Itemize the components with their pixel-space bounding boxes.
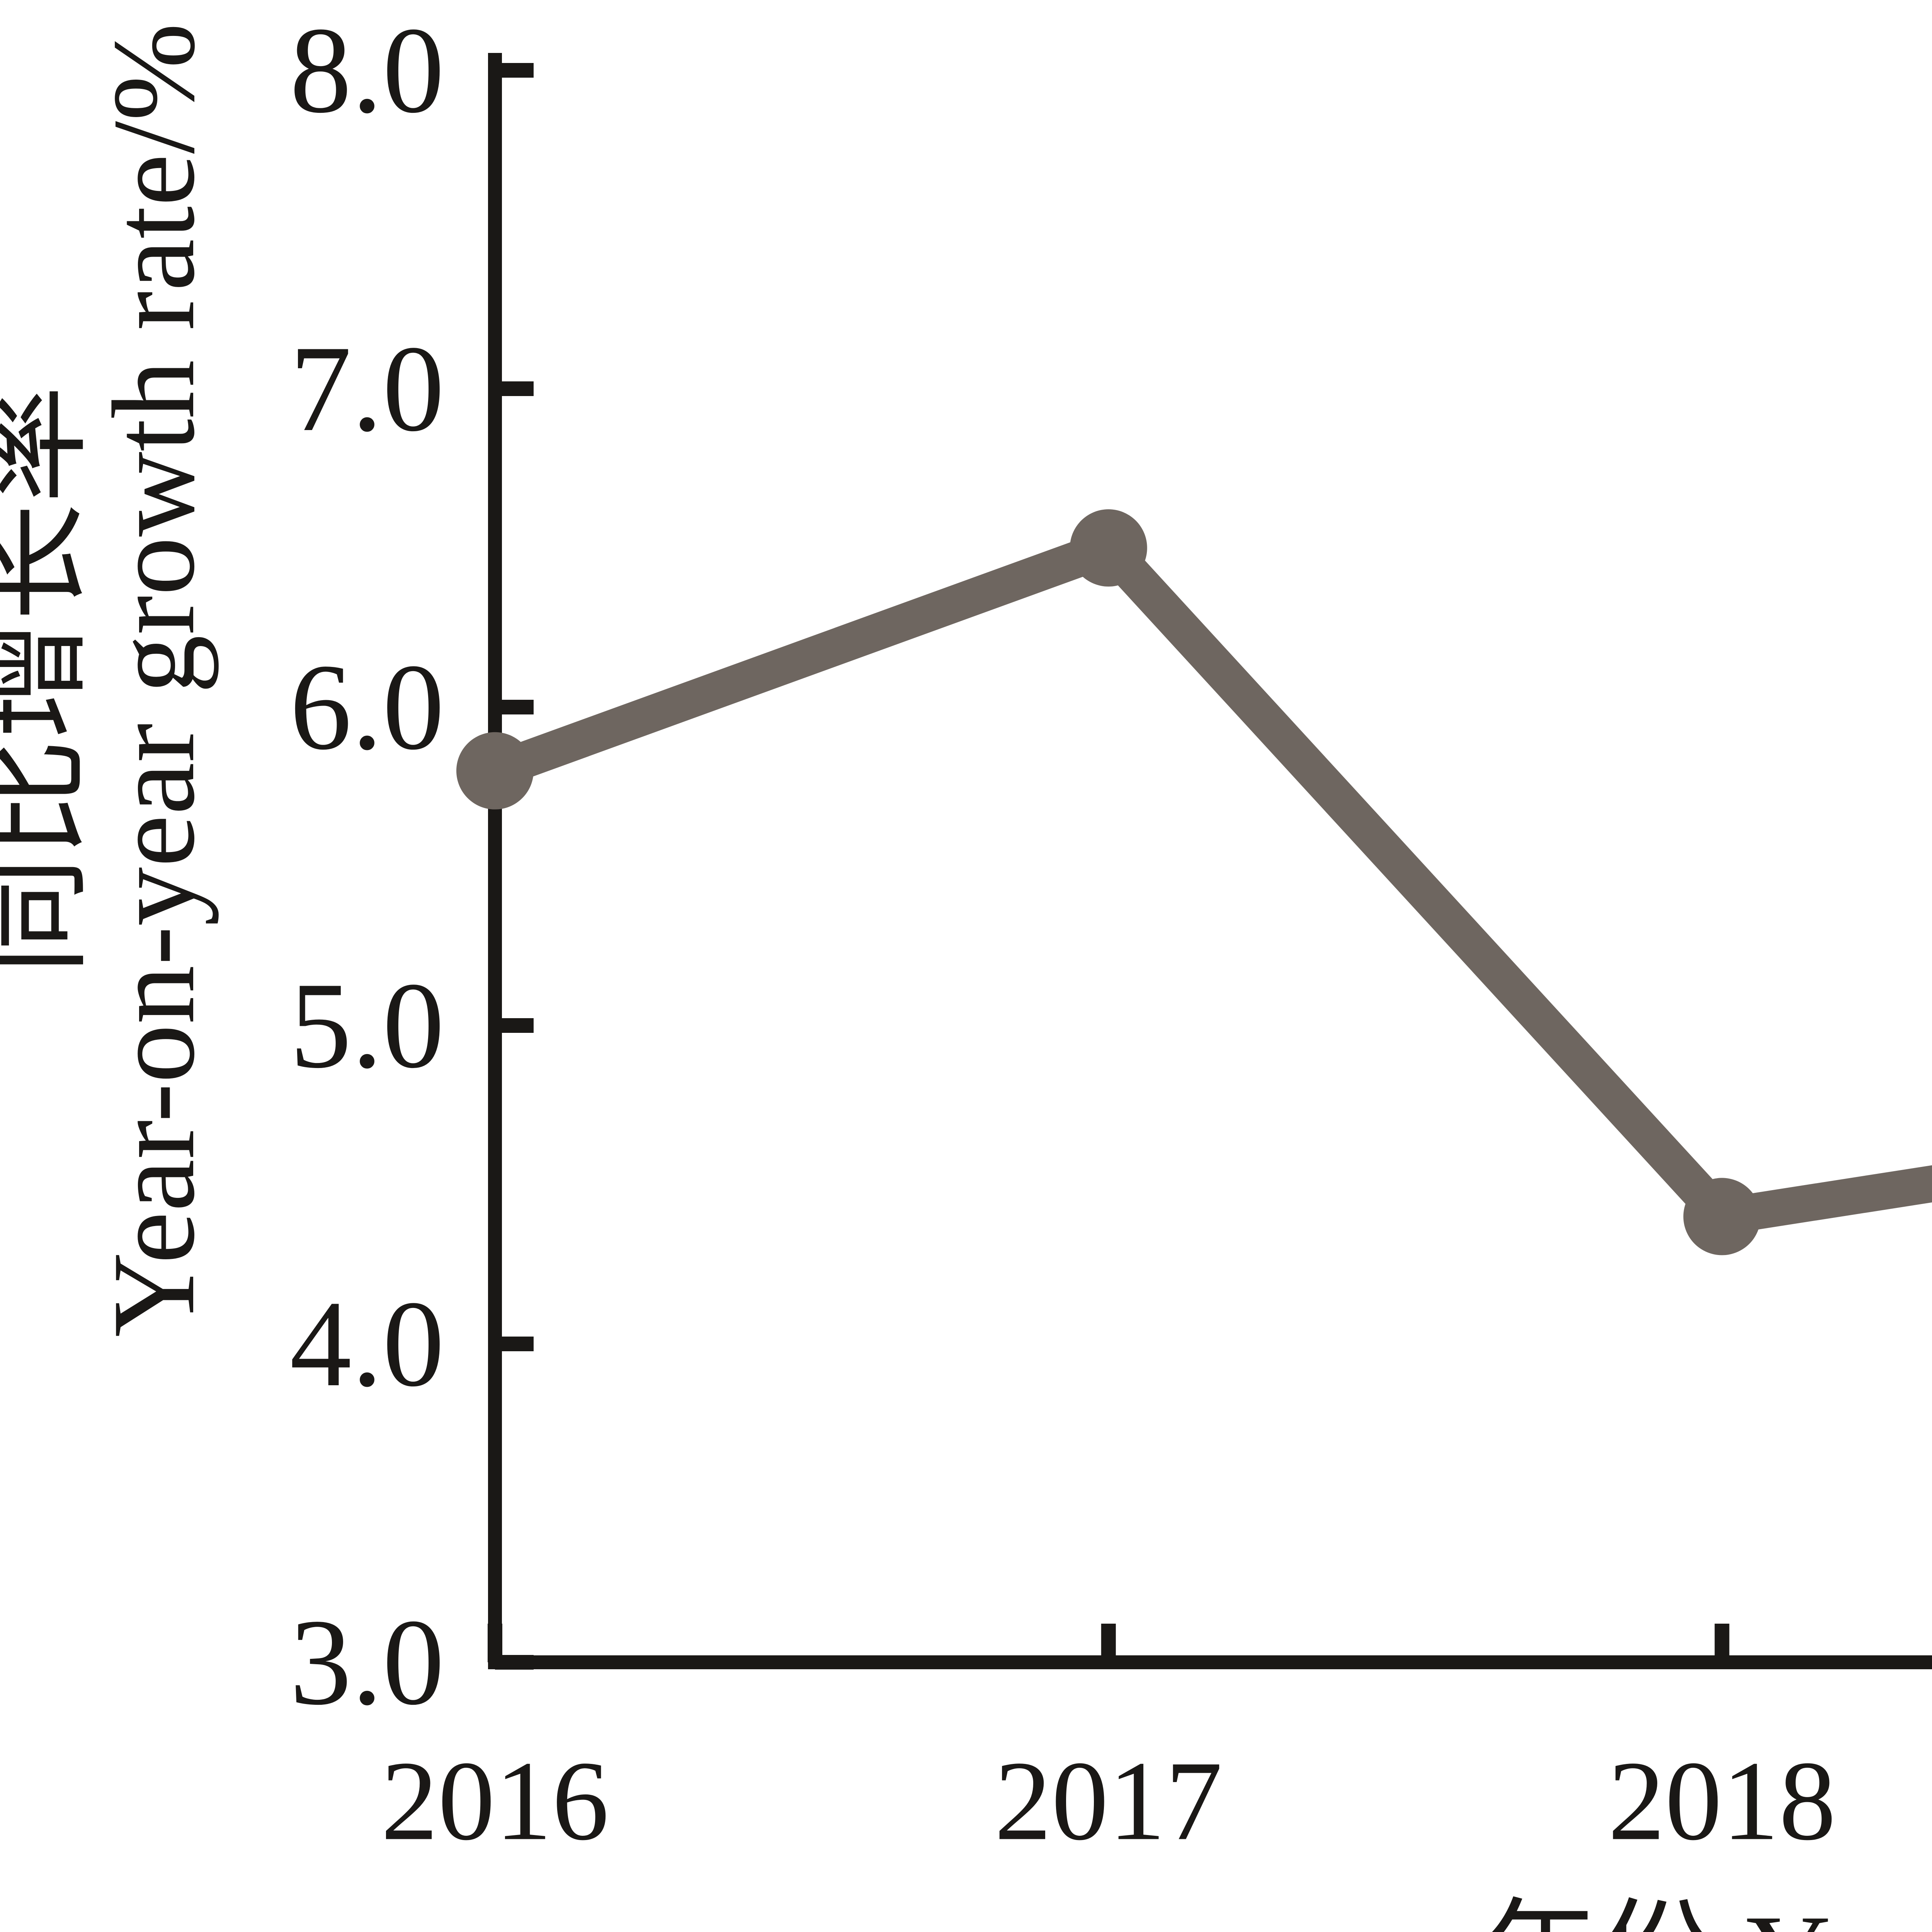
x-tick-label: 2017 [995,1738,1223,1864]
axes [488,53,1932,1669]
x-tick-label: 2018 [1608,1738,1836,1864]
y-tick-label: 6.0 [290,639,444,776]
x-axis-ticks [488,1624,1730,1662]
x-tick-label: 2016 [381,1738,609,1864]
data-line [488,529,1932,1235]
y-axis-title-en: Year-on-year growth rate/% [88,23,219,1337]
data-point [1070,509,1147,587]
y-tick-label: 3.0 [290,1594,444,1731]
y-tick-label: 7.0 [290,320,444,457]
y-tick-label: 8.0 [290,2,444,139]
x-axis-tick-labels: 20162017201820192020 [381,1738,1836,1864]
data-point [1683,1178,1761,1255]
y-axis-title-zh: 同比增长率 [0,386,99,975]
x-axis-title: 年份 Year [1481,1891,1932,1932]
y-axis-tick-labels: 3.0 4.0 5.0 6.0 7.0 8.0 [290,2,444,1731]
y-axis-ticks [495,63,534,1670]
data-series [456,509,1932,1255]
y-tick-label: 5.0 [290,957,444,1094]
y-tick-label: 4.0 [290,1276,444,1412]
data-point [456,732,534,810]
